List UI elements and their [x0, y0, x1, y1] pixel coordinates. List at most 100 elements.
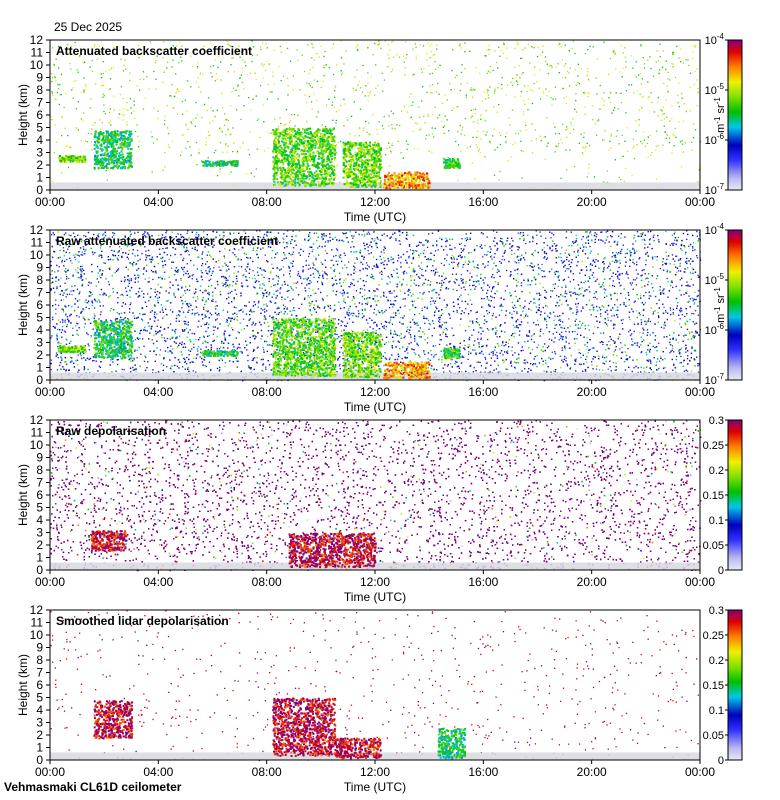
- feature-3-pixel: [328, 144, 331, 147]
- noise-pixel: [506, 84, 509, 86]
- noise-pixel: [496, 146, 499, 149]
- feature-2-pixel: [97, 167, 100, 170]
- noise-pixel: [697, 91, 699, 94]
- noise-pixel: [79, 55, 81, 57]
- feature-3-pixel: [279, 166, 282, 169]
- feature-4-pixel: [343, 149, 346, 152]
- feature-2-pixel: [118, 138, 121, 141]
- noise-pixel: [428, 134, 430, 136]
- noise-pixel: [392, 40, 394, 42]
- noise-pixel: [401, 110, 403, 112]
- feature-3-pixel: [291, 179, 293, 182]
- feature-3-pixel: [323, 167, 326, 170]
- feature-3-pixel: [289, 156, 292, 159]
- noise-pixel: [558, 133, 560, 135]
- noise-pixel: [681, 143, 684, 145]
- noise-pixel: [164, 115, 166, 117]
- feature-3-pixel: [295, 140, 298, 143]
- feature-2-pixel: [108, 163, 111, 166]
- noise-pixel: [315, 52, 318, 55]
- feature-2-pixel: [111, 146, 114, 149]
- feature-3-pixel: [273, 146, 276, 148]
- noise-pixel: [356, 69, 358, 71]
- noise-pixel: [421, 71, 423, 73]
- noise-pixel: [525, 129, 527, 131]
- noise-pixel: [75, 127, 78, 129]
- noise-pixel: [505, 136, 507, 138]
- feature-3-pixel: [315, 183, 317, 186]
- noise-pixel: [662, 144, 664, 146]
- noise-pixel: [665, 133, 667, 135]
- noise-pixel: [565, 129, 567, 131]
- noise-pixel: [647, 59, 649, 61]
- noise-pixel: [489, 140, 491, 143]
- feature-3-pixel: [300, 177, 302, 180]
- feature-3-pixel: [325, 166, 328, 169]
- y-tick-label: 7: [36, 96, 43, 110]
- noise-pixel: [580, 68, 582, 70]
- noise-pixel: [586, 74, 588, 77]
- noise-pixel: [456, 105, 458, 108]
- feature-3-pixel: [326, 148, 328, 151]
- feature-5-pixel: [385, 186, 388, 189]
- noise-pixel: [668, 142, 671, 144]
- feature-5-pixel: [394, 181, 397, 183]
- noise-pixel: [251, 54, 254, 57]
- noise-pixel: [108, 122, 110, 124]
- noise-pixel: [339, 104, 342, 107]
- noise-pixel: [77, 128, 80, 131]
- feature-3-pixel: [320, 169, 323, 172]
- feature-4-pixel: [366, 170, 369, 173]
- feature-2-pixel: [115, 165, 118, 168]
- feature-2-pixel: [122, 131, 125, 134]
- noise-pixel: [359, 108, 362, 110]
- noise-pixel: [366, 131, 368, 133]
- feature-2-pixel: [110, 162, 113, 165]
- noise-pixel: [635, 130, 637, 132]
- feature-6-pixel: [458, 165, 461, 168]
- noise-pixel: [418, 129, 420, 131]
- noise-pixel: [449, 83, 451, 85]
- feature-2-pixel: [106, 154, 109, 157]
- feature-5-pixel: [426, 176, 429, 178]
- noise-pixel: [419, 116, 421, 118]
- noise-pixel: [519, 77, 521, 79]
- noise-pixel: [612, 109, 615, 111]
- panel-title: Attenuated backscatter coefficient: [56, 44, 252, 58]
- noise-pixel: [486, 91, 489, 94]
- feature-3-pixel: [315, 165, 317, 168]
- noise-pixel: [205, 144, 207, 146]
- feature-3-pixel: [330, 168, 333, 171]
- noise-pixel: [618, 143, 620, 145]
- feature-4-pixel: [372, 184, 375, 187]
- noise-pixel: [231, 57, 233, 59]
- feature-5-pixel: [393, 184, 396, 187]
- feature-5-pixel: [426, 172, 429, 175]
- feature-2-pixel: [120, 134, 123, 137]
- noise-pixel: [240, 118, 242, 121]
- feature-3-pixel: [298, 144, 301, 147]
- y-tick-label: 8: [36, 83, 43, 97]
- noise-pixel: [75, 108, 78, 110]
- feature-4-pixel: [349, 141, 352, 144]
- feature-6-pixel: [449, 161, 451, 164]
- noise-pixel: [287, 85, 289, 87]
- noise-pixel: [163, 41, 165, 43]
- noise-pixel: [138, 56, 140, 59]
- feature-4-pixel: [370, 179, 373, 182]
- feature-3-pixel: [301, 182, 304, 184]
- noise-pixel: [171, 84, 173, 86]
- noise-pixel: [402, 55, 405, 57]
- noise-pixel: [419, 44, 421, 46]
- feature-5-pixel: [404, 184, 407, 187]
- feature-3-pixel: [311, 173, 314, 176]
- noise-pixel: [362, 130, 365, 132]
- feature-7-pixel: [211, 163, 214, 166]
- feature-3-pixel: [312, 160, 315, 163]
- feature-7-pixel: [217, 163, 220, 166]
- noise-pixel: [267, 132, 269, 134]
- noise-pixel: [664, 131, 666, 133]
- noise-pixel: [460, 71, 463, 73]
- feature-5-pixel: [412, 177, 415, 180]
- feature-3-pixel: [291, 168, 294, 171]
